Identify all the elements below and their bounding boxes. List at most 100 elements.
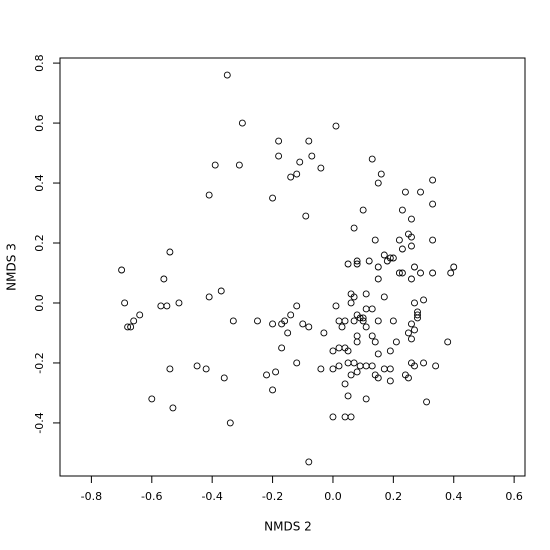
point xyxy=(362,323,370,331)
x-tick-label: 0.4 xyxy=(445,490,463,503)
point xyxy=(444,338,452,346)
point xyxy=(305,458,313,466)
point xyxy=(299,320,307,328)
point xyxy=(175,299,183,307)
point xyxy=(130,317,138,325)
point xyxy=(160,275,168,283)
point xyxy=(121,299,129,307)
point xyxy=(374,317,382,325)
point xyxy=(329,413,337,421)
point xyxy=(389,254,397,262)
point xyxy=(429,200,437,208)
x-tick-label: -0.2 xyxy=(262,490,283,503)
point xyxy=(420,359,427,367)
x-tick-label: 0.6 xyxy=(505,490,523,503)
point xyxy=(429,269,437,277)
point xyxy=(124,323,132,331)
point xyxy=(362,290,370,298)
point xyxy=(374,179,382,187)
point xyxy=(275,152,283,160)
y-tick-label: 0.8 xyxy=(33,54,46,72)
point xyxy=(353,260,361,268)
point xyxy=(166,248,174,256)
point xyxy=(429,176,437,184)
point xyxy=(359,317,367,325)
point xyxy=(404,374,412,382)
point xyxy=(380,251,388,259)
point xyxy=(275,137,283,145)
point xyxy=(338,323,346,331)
point xyxy=(386,347,394,355)
point xyxy=(238,119,246,127)
point xyxy=(350,317,358,325)
point xyxy=(368,305,376,313)
point xyxy=(368,155,376,163)
point xyxy=(374,263,382,271)
point xyxy=(383,257,391,265)
point xyxy=(374,350,382,358)
point xyxy=(320,329,328,337)
point xyxy=(341,317,349,325)
point xyxy=(380,293,388,301)
point xyxy=(211,161,219,169)
point xyxy=(148,395,156,403)
point xyxy=(423,398,431,406)
point xyxy=(329,365,337,373)
x-tick-label: -0.4 xyxy=(201,490,222,503)
point xyxy=(344,260,352,268)
y-axis-label: NMDS 3 xyxy=(5,243,19,291)
point xyxy=(332,122,340,130)
point xyxy=(353,257,361,265)
point xyxy=(432,362,440,370)
point xyxy=(350,224,358,232)
point xyxy=(395,269,403,277)
point xyxy=(296,158,304,166)
point xyxy=(344,392,352,400)
point xyxy=(398,245,406,253)
point xyxy=(347,299,355,307)
point xyxy=(414,314,421,322)
point xyxy=(374,275,382,283)
point xyxy=(136,311,144,319)
y-tick-label: 0.6 xyxy=(33,114,46,132)
point xyxy=(269,194,277,202)
point xyxy=(329,347,337,355)
point xyxy=(287,311,295,319)
point xyxy=(202,365,210,373)
point xyxy=(193,362,201,370)
x-tick-label: -0.8 xyxy=(81,490,102,503)
x-tick-label: -0.6 xyxy=(141,490,162,503)
point xyxy=(284,329,292,337)
point xyxy=(278,344,286,352)
point xyxy=(429,236,437,244)
point xyxy=(118,266,126,274)
point xyxy=(353,338,361,346)
point xyxy=(305,323,313,331)
point xyxy=(235,161,243,169)
point xyxy=(368,362,376,370)
point xyxy=(317,164,325,172)
point xyxy=(163,302,171,310)
point xyxy=(226,419,234,427)
point xyxy=(450,263,458,271)
point xyxy=(408,335,415,343)
point xyxy=(374,374,382,382)
point xyxy=(287,173,295,181)
x-axis-label: NMDS 2 xyxy=(264,520,312,534)
point xyxy=(414,311,421,319)
point xyxy=(371,236,379,244)
point xyxy=(220,374,228,382)
point xyxy=(404,329,412,337)
point xyxy=(362,395,370,403)
point xyxy=(335,362,343,370)
point xyxy=(411,263,418,271)
point xyxy=(392,338,400,346)
point xyxy=(217,287,225,295)
point xyxy=(408,233,415,241)
y-tick-label: 0.2 xyxy=(33,234,46,252)
point xyxy=(411,326,418,334)
y-tick-label: -0.4 xyxy=(33,412,46,433)
point xyxy=(341,380,349,388)
point xyxy=(408,275,415,283)
